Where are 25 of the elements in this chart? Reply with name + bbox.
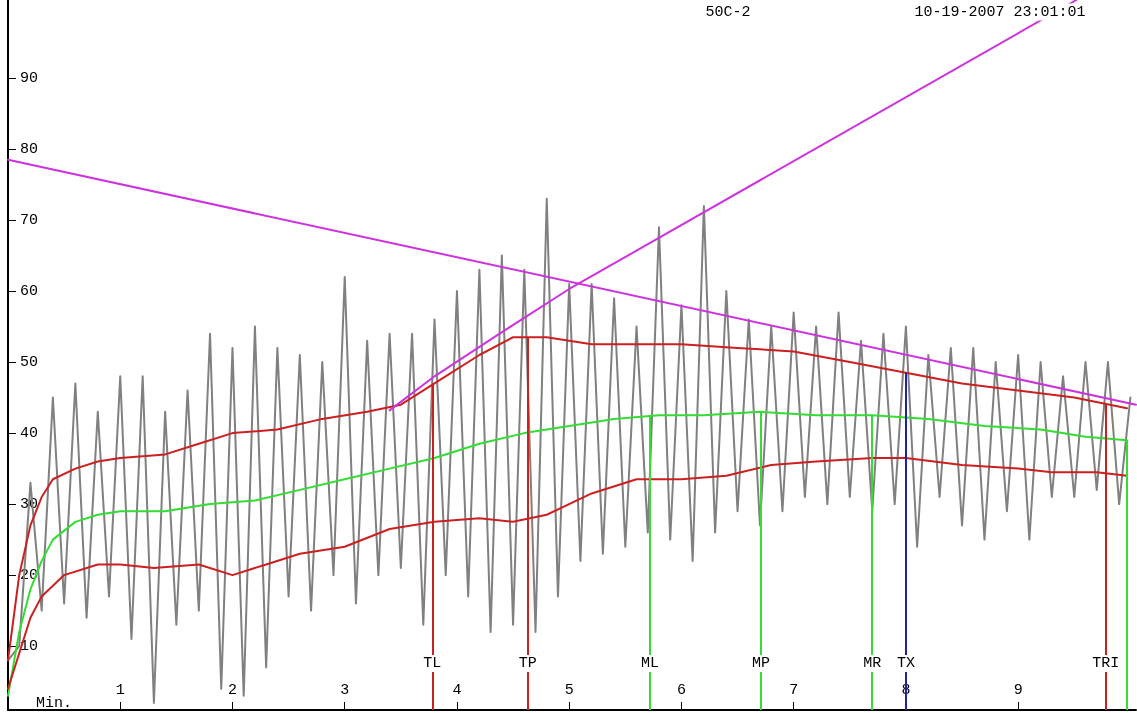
- y-tick-label: 60: [20, 282, 39, 300]
- x-tick-label: 6: [676, 682, 686, 699]
- ref-line-label: TX: [896, 655, 915, 672]
- annotation: 10-19-2007 23:01:01: [914, 3, 1086, 21]
- x-axis-title: Min.: [36, 695, 73, 712]
- x-tick-label: 1: [115, 682, 125, 699]
- ref-line-label: MP: [752, 655, 771, 672]
- x-tick-label: 3: [340, 682, 350, 699]
- ref-line-label: TRI: [1092, 655, 1120, 672]
- y-tick-label: 10: [20, 637, 39, 655]
- ref-line-label: MR: [863, 655, 882, 672]
- x-tick-label: 2: [227, 682, 237, 699]
- y-tick-label: 40: [20, 424, 39, 442]
- x-tick-label: 4: [452, 682, 462, 699]
- annotation: 50C-2: [705, 3, 751, 21]
- x-tick-label: 5: [564, 682, 574, 699]
- x-tick-label: 9: [1013, 682, 1023, 699]
- y-tick-label: 50: [20, 353, 39, 371]
- x-tick-label: 7: [789, 682, 799, 699]
- y-tick-label: 70: [20, 211, 39, 229]
- y-tick-label: 80: [20, 140, 39, 158]
- ref-line-label: TL: [423, 655, 442, 672]
- ref-line-label: ML: [641, 655, 660, 672]
- ref-line-label: TP: [518, 655, 537, 672]
- y-tick-label: 90: [20, 69, 39, 87]
